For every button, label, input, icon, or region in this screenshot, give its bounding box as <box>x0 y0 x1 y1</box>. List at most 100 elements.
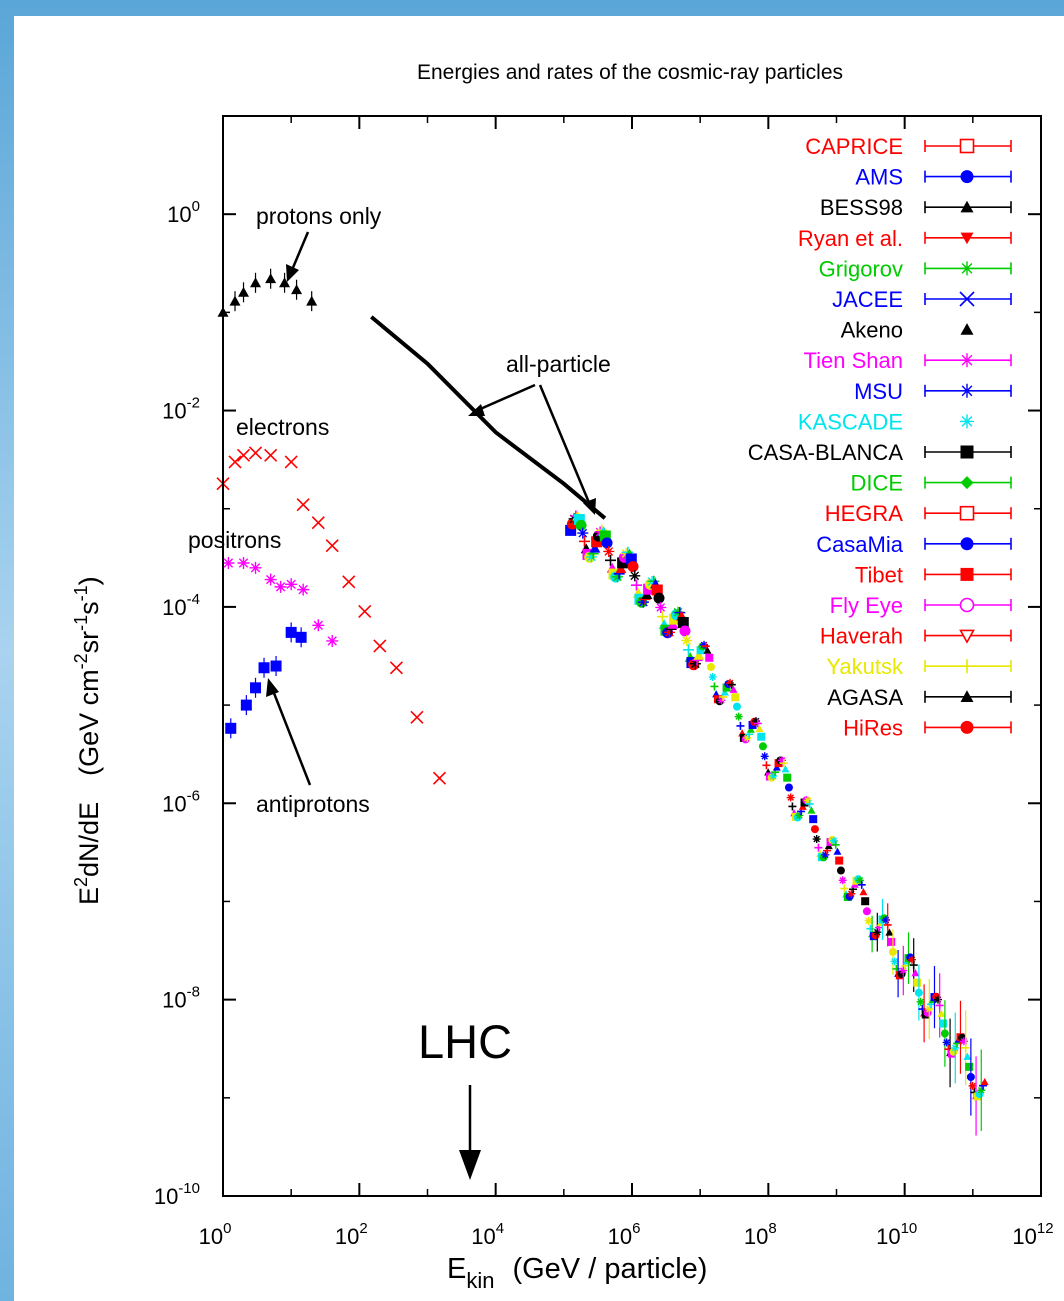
envelope-point <box>781 765 790 773</box>
legend-marker <box>960 414 974 429</box>
data-point <box>258 662 270 674</box>
x-tick-base: 10 <box>199 1224 223 1249</box>
envelope-point <box>913 978 922 987</box>
envelope-point <box>835 856 844 865</box>
envelope-point <box>565 524 577 536</box>
envelope-point <box>573 513 585 525</box>
y-tick-exponent: -2 <box>187 395 200 412</box>
legend-marker <box>960 383 974 398</box>
arrow-all-right-head <box>583 498 596 515</box>
series-all-particle <box>370 315 607 520</box>
data-point <box>312 619 325 632</box>
legend-marker <box>960 537 974 551</box>
legend-label: Grigorov <box>819 256 903 281</box>
legend-entry: Haverah <box>820 624 1012 649</box>
envelope-point <box>743 733 752 742</box>
envelope-point <box>696 646 705 655</box>
legend-entry: Grigorov <box>819 256 1012 281</box>
x-tick-label: 100 <box>199 1220 232 1249</box>
y-tick-label: 10-4 <box>162 591 200 620</box>
data-point <box>342 575 356 589</box>
envelope-point <box>753 719 762 728</box>
data-point <box>249 561 262 574</box>
envelope-point <box>887 937 896 946</box>
arrow-heads <box>266 264 596 1180</box>
legend-label: Yakutsk <box>826 654 904 679</box>
annotation-protons-only: protons only <box>256 203 382 229</box>
envelope-point <box>980 1077 989 1086</box>
envelope-point <box>679 625 691 637</box>
legend-entry: Tibet <box>855 562 1012 587</box>
y-tick-exponent: -6 <box>187 787 200 804</box>
x-tick-exponent: 6 <box>632 1220 640 1237</box>
legend-label: Fly Eye <box>830 593 903 618</box>
envelope-point <box>788 802 797 811</box>
legend-entry: HEGRA <box>825 501 1012 526</box>
legend-label: Tien Shan <box>804 348 903 373</box>
y-tick-label: 10-2 <box>162 395 200 424</box>
envelope-point <box>736 721 745 730</box>
envelope-point <box>625 553 637 565</box>
legend-label: MSU <box>854 379 903 404</box>
data-point <box>225 722 237 734</box>
legend-marker <box>960 476 974 490</box>
legend-entry: CAPRICE <box>805 134 1012 159</box>
envelope-point <box>579 535 591 547</box>
envelope-point <box>656 611 668 623</box>
x-tick-label: 1012 <box>1012 1220 1053 1249</box>
x-tick-exponent: 8 <box>768 1220 776 1237</box>
envelope-point <box>881 916 890 925</box>
legend-marker <box>959 138 975 154</box>
legend-entry: MSU <box>854 379 1012 404</box>
y-tick-base: 10 <box>154 1184 178 1209</box>
envelope-point <box>734 712 743 721</box>
envelope-point <box>720 688 729 696</box>
x-tick-exponent: 10 <box>901 1220 918 1237</box>
envelope-point <box>577 527 589 539</box>
envelope-point <box>866 924 875 933</box>
envelope-point <box>693 649 705 660</box>
envelope-point <box>959 1037 968 1046</box>
axis-ticks: 100 102 104 106 108 1010 101210010-210-410-610… <box>154 116 1054 1249</box>
legend-marker <box>960 261 974 276</box>
envelope-point <box>589 542 601 553</box>
envelope-point <box>916 997 925 1006</box>
envelope-point <box>601 537 613 549</box>
x-tick-label: 106 <box>608 1220 641 1249</box>
envelope-point <box>783 773 792 782</box>
legend-entry: Fly Eye <box>830 593 1012 618</box>
envelope-point <box>779 759 788 768</box>
envelope-point <box>732 702 741 711</box>
legend-label: AMS <box>855 165 903 190</box>
annotation-all-particle: all-particle <box>506 351 611 377</box>
y-tick-base: 10 <box>162 791 186 816</box>
legend-marker <box>959 597 975 613</box>
data-point <box>284 455 298 469</box>
data-point <box>295 631 307 643</box>
envelope-point <box>762 761 771 770</box>
legend-entry: Ryan et al. <box>798 226 1012 251</box>
y-tick-base: 10 <box>162 595 186 620</box>
x-axis-subscript: kin <box>466 1268 494 1293</box>
envelope-point <box>963 1052 972 1060</box>
envelope-point <box>795 811 804 820</box>
legend-label: CASA-BLANCA <box>748 440 904 465</box>
legend-label: CAPRICE <box>805 134 903 159</box>
arrow-protons <box>290 231 310 271</box>
legend-entry: Yakutsk <box>826 654 1012 679</box>
y-tick-base: 10 <box>167 202 191 227</box>
envelope-point <box>812 835 821 844</box>
legend-entry: CASA-BLANCA <box>748 440 1012 465</box>
data-point <box>240 699 252 711</box>
y-tick-base: 10 <box>162 988 186 1013</box>
envelope-point <box>809 815 818 824</box>
envelope-point <box>651 584 663 596</box>
arrow-all-left-head <box>468 404 485 416</box>
legend-label: HEGRA <box>825 501 904 526</box>
envelope-point <box>810 825 819 834</box>
envelope-point <box>727 680 736 689</box>
x-axis-symbol: E <box>447 1253 466 1285</box>
envelope-point <box>591 536 603 548</box>
envelope-point <box>729 685 738 693</box>
